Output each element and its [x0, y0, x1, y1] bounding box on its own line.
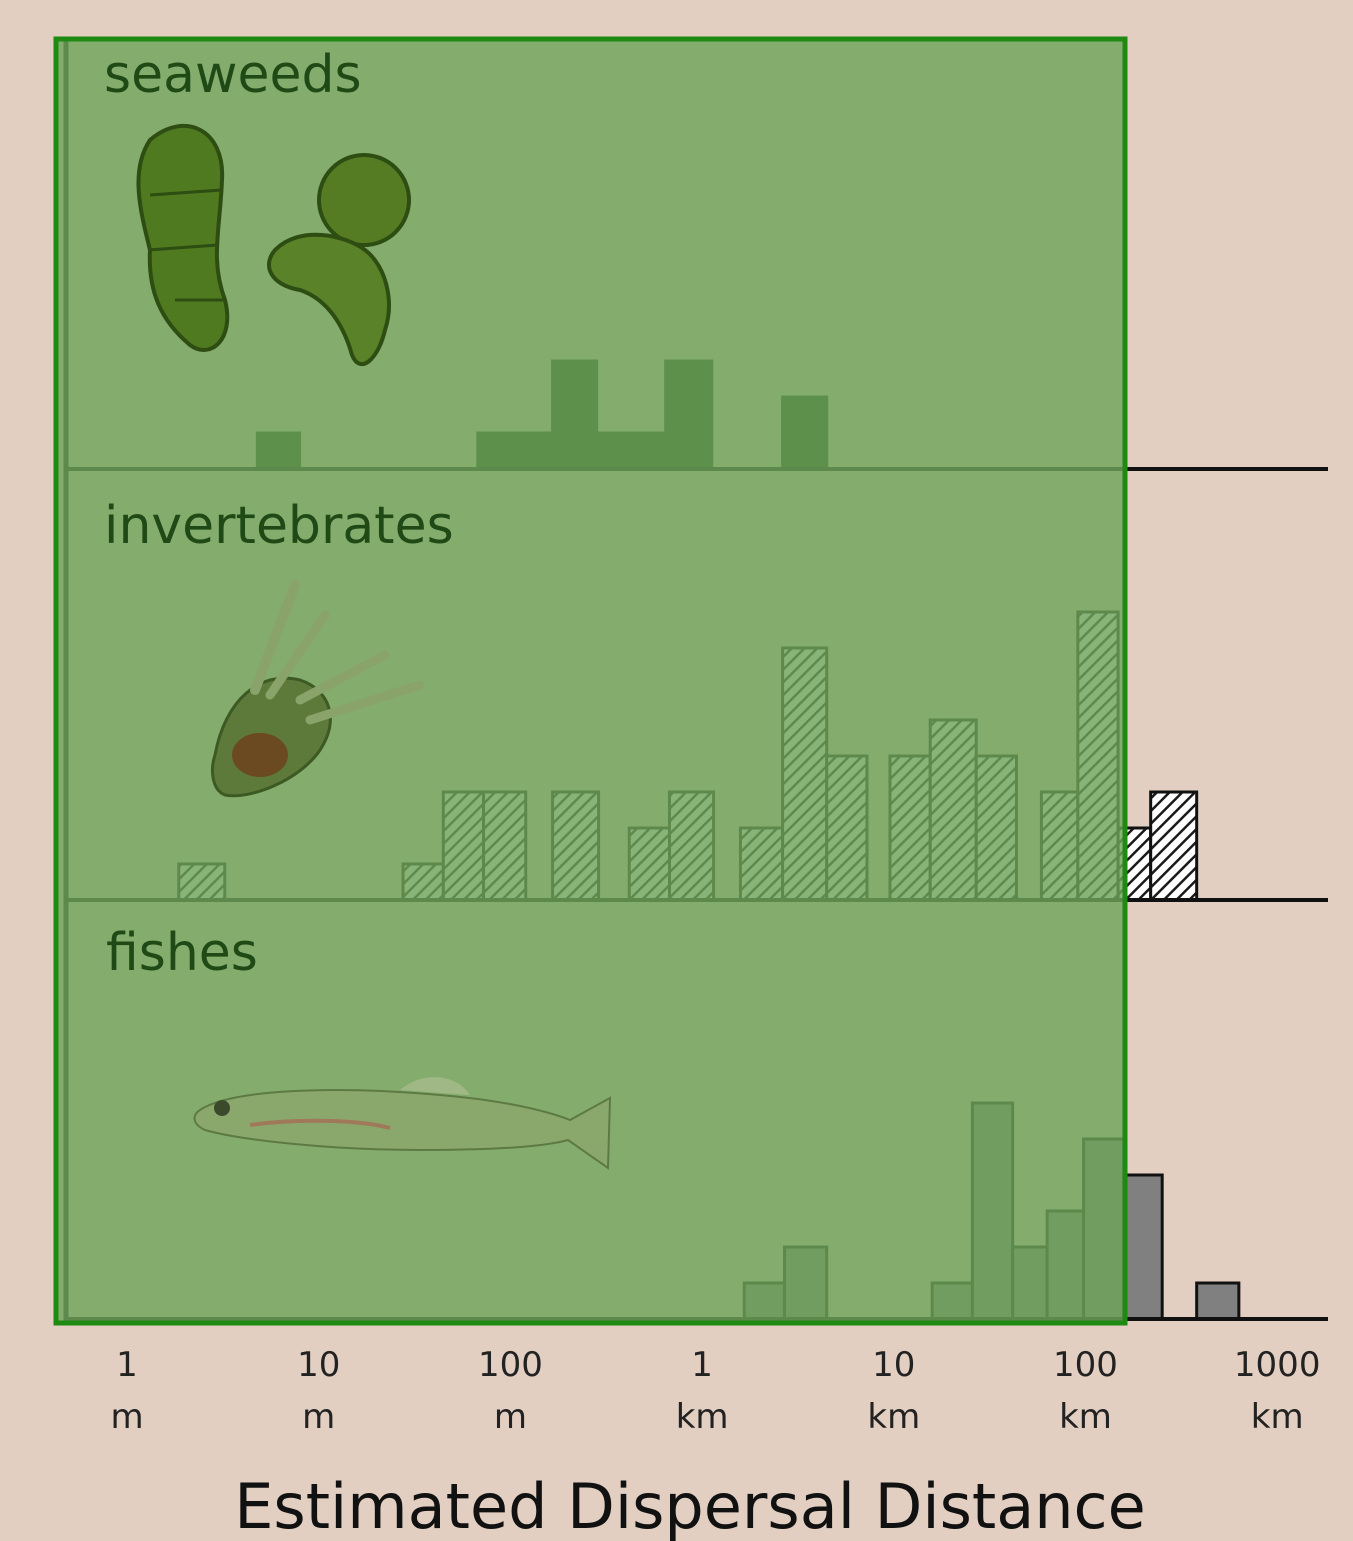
x-tick-value-3: 1	[691, 1345, 713, 1385]
x-tick-value-0: 1	[116, 1345, 138, 1385]
fish-illustration	[193, 1077, 612, 1170]
x-tick-unit-3: km	[676, 1397, 729, 1437]
seaweed-illustration	[136, 123, 411, 367]
x-tick-unit-4: km	[867, 1397, 920, 1437]
larva-illustration	[211, 580, 425, 798]
x-tick-unit-6: km	[1251, 1397, 1304, 1437]
x-tick-unit-0: m	[110, 1397, 143, 1437]
x-tick-value-5: 100	[1053, 1345, 1118, 1385]
x-tick-unit-2: m	[494, 1397, 527, 1437]
invertebrates-bar-16	[1149, 790, 1199, 902]
panel-label-fishes: fishes	[106, 923, 258, 983]
x-tick-value-1: 10	[297, 1345, 340, 1385]
panel-label-invertebrates: invertebrates	[104, 496, 454, 556]
x-tick-value-6: 1000	[1234, 1345, 1321, 1385]
x-axis-title: Estimated Dispersal Distance	[234, 1470, 1146, 1541]
panel-label-seaweeds: seaweeds	[104, 45, 362, 105]
x-tick-unit-5: km	[1059, 1397, 1112, 1437]
x-tick-unit-1: m	[302, 1397, 335, 1437]
fishes-bar-8	[1195, 1281, 1241, 1321]
x-tick-value-4: 10	[872, 1345, 915, 1385]
x-tick-labels: 1 m 10 m 100 m 1 km 10 km 100 km 1000 km	[110, 1345, 1320, 1437]
fishes-bar-7	[1122, 1173, 1164, 1321]
x-tick-value-2: 100	[478, 1345, 543, 1385]
